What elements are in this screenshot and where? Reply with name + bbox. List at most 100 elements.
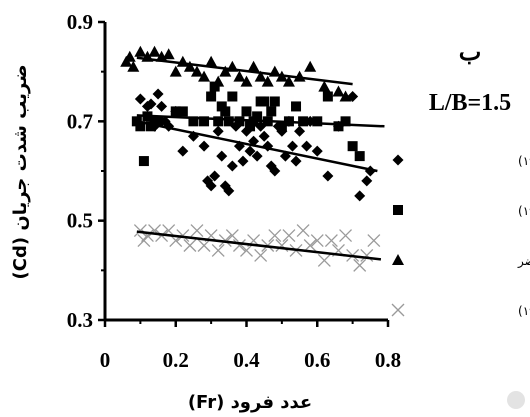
data-point-triangle — [254, 70, 267, 82]
data-point-diamond — [237, 155, 249, 167]
data-point-square — [291, 101, 302, 112]
y-tick-label: 0.7 — [67, 109, 93, 133]
data-point-diamond — [361, 175, 373, 187]
data-point-triangle — [205, 55, 218, 67]
data-point-square — [252, 111, 263, 122]
data-point-x — [254, 248, 268, 262]
data-point-diamond — [354, 190, 366, 202]
data-point-square — [223, 116, 234, 127]
legend-marker-x — [391, 303, 405, 317]
data-point-diamond — [311, 145, 323, 157]
y-tick-label: 0.3 — [67, 308, 93, 332]
data-point-triangle — [318, 80, 331, 92]
data-point-square — [153, 116, 164, 127]
data-point-square — [234, 116, 245, 127]
data-point-diamond — [290, 155, 302, 167]
data-point-diamond — [301, 140, 313, 152]
data-point-x — [240, 244, 253, 257]
y-axis-title: ضریب شدت جریان (Cd) — [10, 64, 31, 279]
data-point-diamond — [216, 150, 228, 162]
data-point-square — [241, 106, 252, 117]
data-point-square — [298, 116, 309, 127]
data-point-diamond — [322, 170, 334, 182]
data-point-square — [269, 96, 280, 107]
x-tick-label: 0.6 — [304, 348, 330, 372]
data-point-triangle — [134, 45, 147, 57]
data-point-x — [232, 239, 246, 252]
legend: سینگ وهمکاران (۱۹۹۴) سوامی (۱۹۸۸) تحقیق حا… — [391, 154, 530, 319]
data-point-triangle — [304, 60, 317, 72]
y-tick-label: 0.5 — [67, 209, 93, 233]
data-point-diamond — [286, 140, 298, 152]
trend-lines — [136, 56, 385, 261]
x-tick-label: 0.8 — [375, 348, 401, 372]
scroll-indicator — [507, 391, 525, 409]
data-point-x — [310, 234, 324, 247]
data-point-diamond — [198, 140, 210, 152]
tick-labels: 0.3 0.5 0.7 0.9 0 0.2 0.4 0.6 0.8 — [67, 10, 401, 372]
data-point-diamond — [156, 100, 168, 112]
axes — [98, 20, 390, 327]
data-point-square — [177, 106, 188, 117]
data-point-triangle — [240, 75, 253, 87]
data-point-diamond — [244, 145, 256, 157]
data-point-x — [317, 253, 331, 267]
data-point-square — [213, 116, 224, 127]
data-marks — [120, 45, 381, 272]
legend-marker-diamond — [392, 154, 404, 166]
x-axis-title: عدد فرود (Fr) — [188, 392, 312, 413]
data-point-triangle — [332, 85, 345, 97]
data-point-diamond — [258, 130, 270, 142]
data-point-diamond — [145, 98, 157, 110]
data-point-x — [183, 239, 197, 252]
data-point-triangle — [148, 45, 161, 57]
x-tick-label: 0 — [100, 348, 111, 372]
legend-label: تحقیق حاضر — [517, 254, 530, 269]
data-point-triangle — [169, 65, 182, 77]
data-point-diamond — [152, 88, 164, 100]
legend-label: هاگر (۱۹۸۷) — [518, 304, 530, 319]
data-point-diamond — [269, 165, 281, 177]
data-point-x — [353, 258, 367, 272]
data-point-triangle — [339, 90, 352, 102]
legend-marker-triangle — [392, 254, 404, 265]
data-point-x — [296, 224, 310, 238]
data-point-square — [340, 116, 351, 127]
data-point-diamond — [294, 125, 306, 137]
data-point-square — [354, 151, 365, 162]
data-point-x — [367, 234, 381, 247]
data-point-x — [190, 224, 204, 238]
panel-label: ب — [459, 40, 482, 66]
data-point-diamond — [177, 145, 189, 157]
trend-line-square — [136, 114, 385, 128]
data-point-square — [322, 91, 333, 102]
data-point-x — [339, 229, 353, 243]
data-point-square — [138, 156, 149, 167]
data-point-square — [312, 116, 323, 127]
data-point-triangle — [282, 75, 295, 87]
data-point-square — [220, 106, 231, 117]
x-tick-label: 0.4 — [233, 348, 260, 372]
y-tick-label: 0.9 — [67, 10, 93, 34]
data-point-triangle — [183, 60, 196, 72]
data-point-triangle — [212, 75, 225, 87]
data-point-diamond — [223, 185, 235, 197]
trend-line-diamond — [136, 120, 378, 173]
data-point-square — [135, 121, 146, 132]
data-point-diamond — [226, 160, 238, 172]
data-point-square — [276, 121, 287, 132]
data-point-square — [199, 116, 210, 127]
data-point-x — [176, 229, 190, 243]
legend-label: سوامی (۱۹۸۸) — [518, 204, 530, 219]
data-point-triangle — [261, 75, 274, 87]
ratio-label: L/B=1.5 — [429, 90, 511, 116]
data-point-square — [333, 121, 344, 132]
data-point-triangle — [247, 60, 260, 72]
data-point-triangle — [123, 50, 136, 62]
data-point-diamond — [209, 170, 221, 182]
data-point-diamond — [134, 93, 146, 105]
data-point-diamond — [212, 125, 224, 137]
data-point-square — [347, 141, 358, 152]
data-point-x — [324, 234, 338, 247]
trend-line-triangle — [136, 56, 353, 86]
